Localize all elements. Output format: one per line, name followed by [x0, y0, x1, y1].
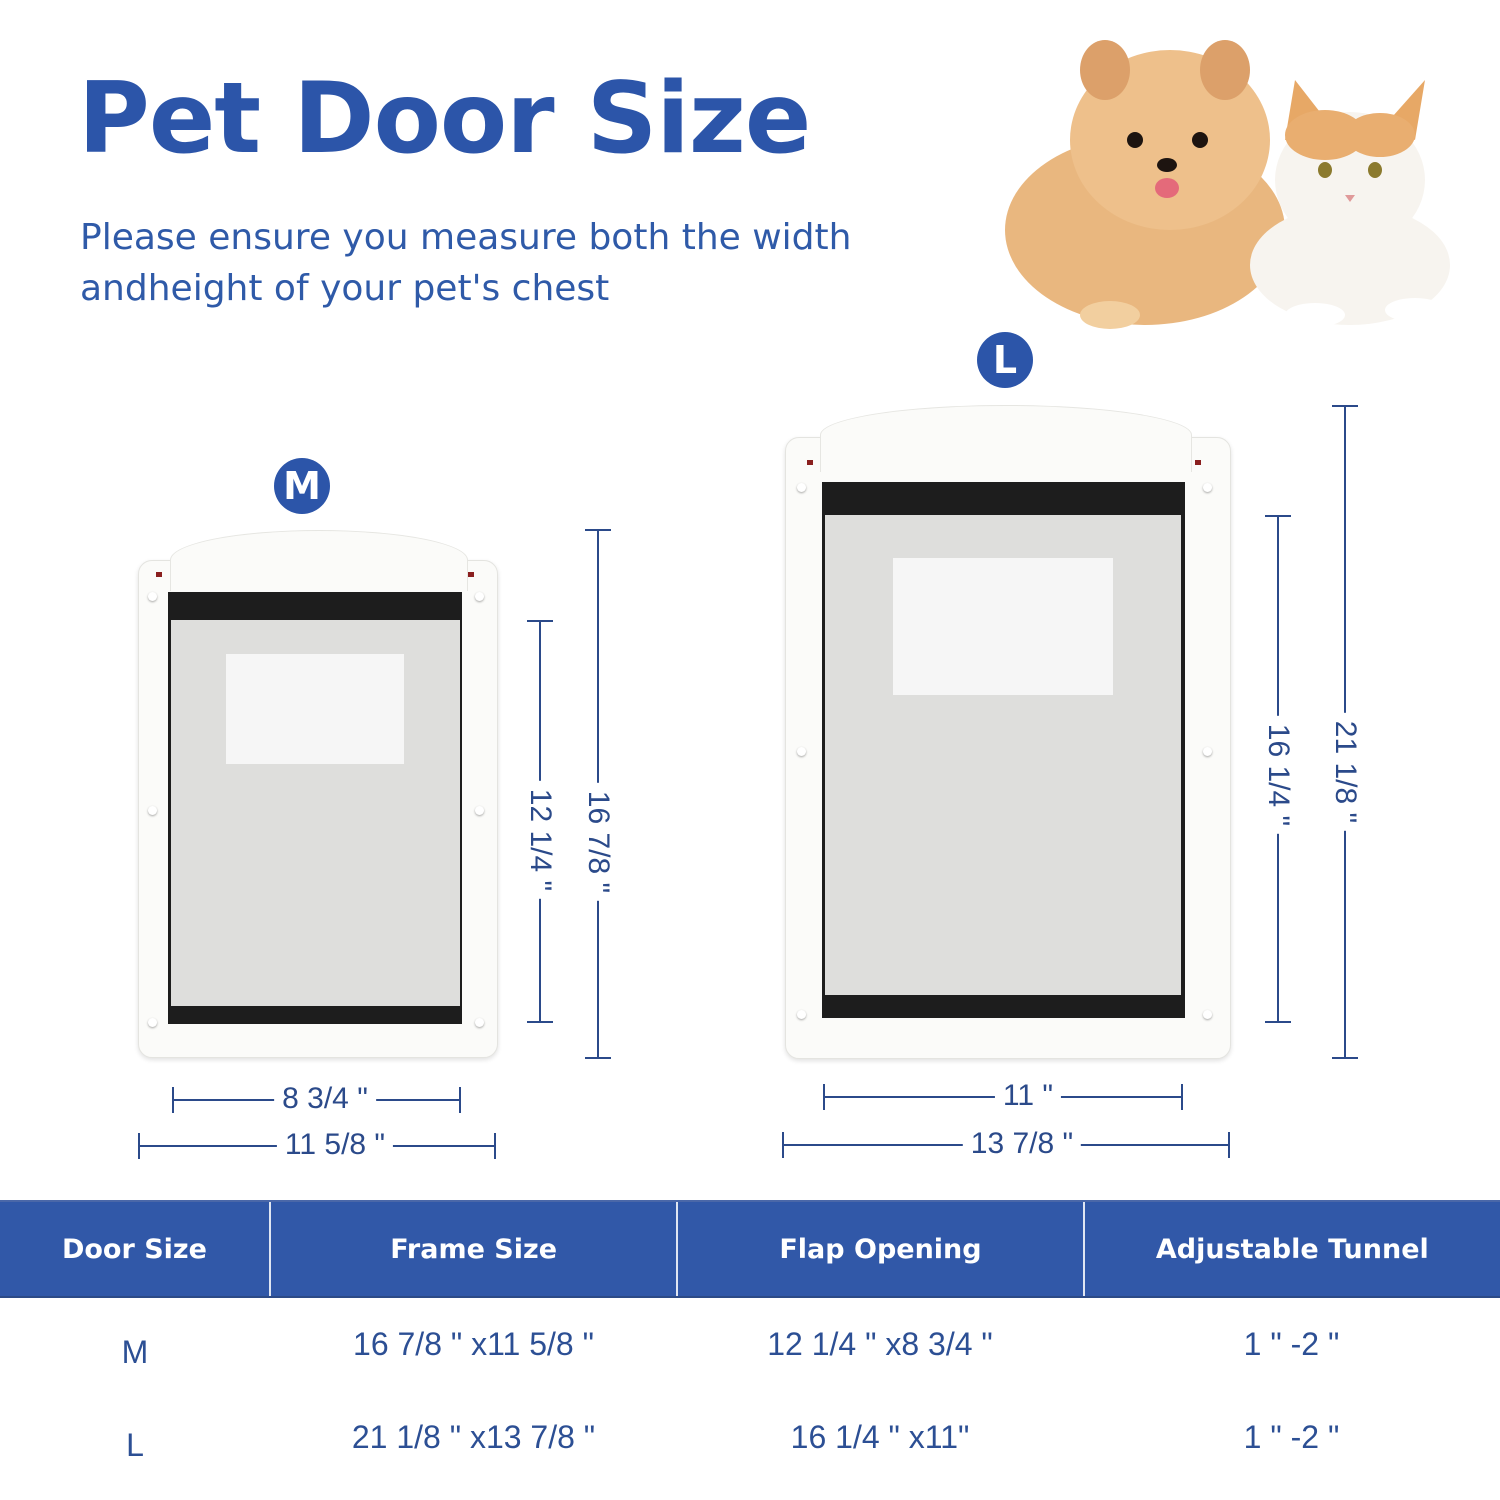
column-header: Door Size: [0, 1202, 271, 1296]
flap-height-label-l: 16 1/4 ": [1261, 715, 1295, 835]
table-header: Door Size Frame Size Flap Opening Adjust…: [0, 1200, 1500, 1298]
subtitle-line-2: andheight of your pet's chest: [80, 268, 610, 309]
table-cell: 16 1/4 " x11": [790, 1419, 970, 1455]
table-cell: 21 1/8 " x13 7/8 ": [351, 1419, 596, 1455]
frame-width-label-m: 11 5/8 ": [276, 1128, 394, 1162]
flap-height-label-m: 12 1/4 ": [523, 780, 557, 900]
flap-window: [226, 654, 404, 764]
size-badge-l: L: [977, 332, 1033, 388]
column-header: Frame Size: [271, 1202, 679, 1296]
column-header: Adjustable Tunnel: [1155, 1233, 1429, 1265]
table-cell: 1 " -2 ": [1243, 1326, 1340, 1362]
frame-height-label-l: 21 1/8 ": [1328, 712, 1362, 832]
frame-width-label-l: 13 7/8 ": [962, 1127, 1082, 1161]
flap-width-label-m: 8 3/4 ": [274, 1082, 376, 1116]
table-cell: 1 " -2 ": [1243, 1419, 1340, 1455]
subtitle: Please ensure you measure both the width…: [80, 212, 900, 314]
table-cell: 12 1/4 " x8 3/4 ": [767, 1326, 993, 1362]
flap-width-label-l: 11 ": [994, 1079, 1062, 1113]
flap-window: [893, 558, 1113, 695]
table-row: M 16 7/8 " x11 5/8 " 12 1/4 " x8 3/4 " 1…: [0, 1298, 1500, 1391]
subtitle-line-1: Please ensure you measure both the width: [80, 217, 852, 258]
door-l-illustration: [785, 405, 1231, 1060]
size-table: Door Size Frame Size Flap Opening Adjust…: [0, 1200, 1500, 1484]
cat-illustration: [1250, 80, 1450, 327]
dog-illustration: [1005, 40, 1285, 329]
table-cell: L: [126, 1427, 144, 1463]
table-cell: M: [121, 1334, 149, 1370]
frame-height-label-m: 16 7/8 ": [581, 782, 615, 902]
door-m-illustration: [138, 530, 498, 1060]
column-header: Flap Opening: [678, 1202, 1085, 1296]
page-title: Pet Door Size: [78, 62, 811, 176]
table-cell: 16 7/8 " x11 5/8 ": [353, 1326, 594, 1362]
pets-photo: [1005, 40, 1450, 329]
table-row: L 21 1/8 " x13 7/8 " 16 1/4 " x11" 1 " -…: [0, 1391, 1500, 1484]
size-badge-m: M: [274, 458, 330, 514]
